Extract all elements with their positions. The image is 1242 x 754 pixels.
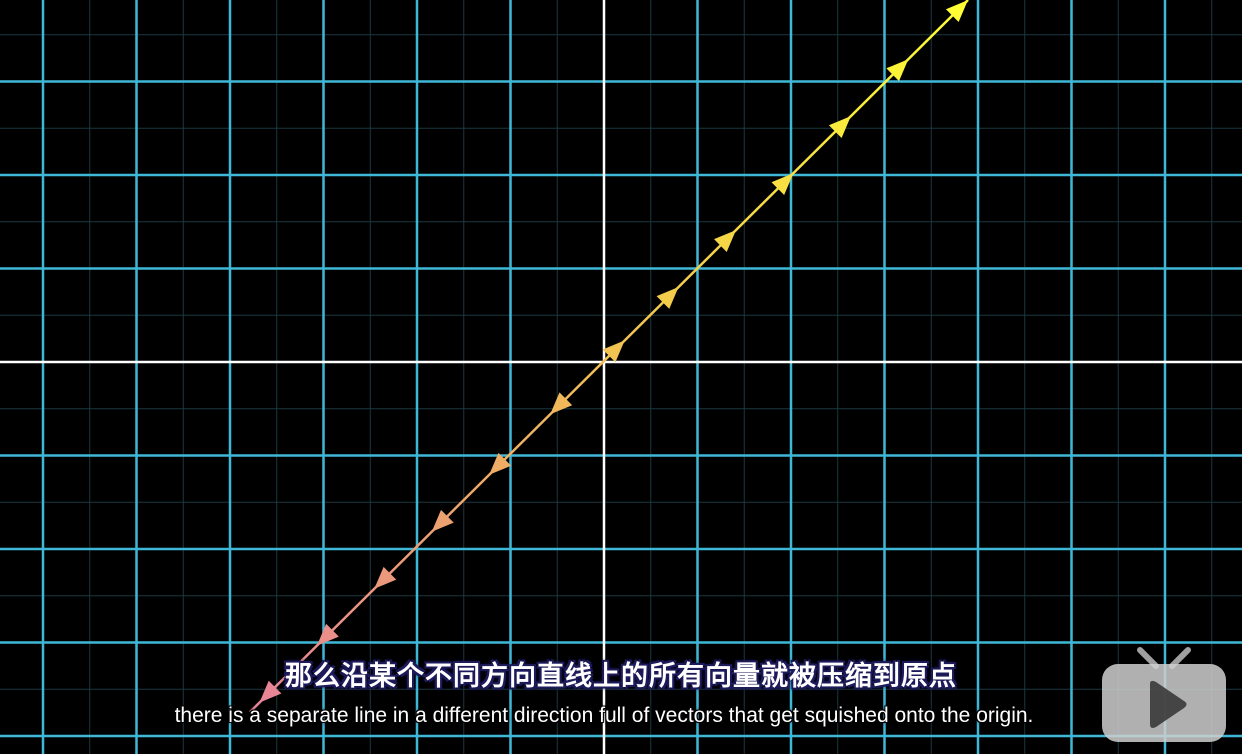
vector-arrowhead [714,230,736,252]
vector-arrowhead [431,509,454,532]
vector-arrowhead [771,173,794,195]
english-subtitle: there is a separate line in a different … [174,704,1034,727]
kernel-vector-line [249,0,969,713]
vector-arrowhead [886,59,909,82]
vector-arrowheads [259,0,968,703]
tv-play-icon[interactable] [1100,646,1228,744]
vector-arrowhead [550,392,573,415]
chinese-subtitle: 那么沿某个不同方向直线上的所有向量就被压缩到原点 [285,661,957,692]
kernel-line [249,0,969,713]
vector-arrowhead [602,340,625,363]
vector-arrowhead [828,116,851,139]
vector-arrowhead [374,566,397,589]
vector-arrowhead [316,623,339,646]
vector-arrowhead [656,287,679,309]
vector-arrowhead [259,680,282,703]
vector-arrowhead [489,452,512,475]
vector-arrowhead [945,0,968,22]
